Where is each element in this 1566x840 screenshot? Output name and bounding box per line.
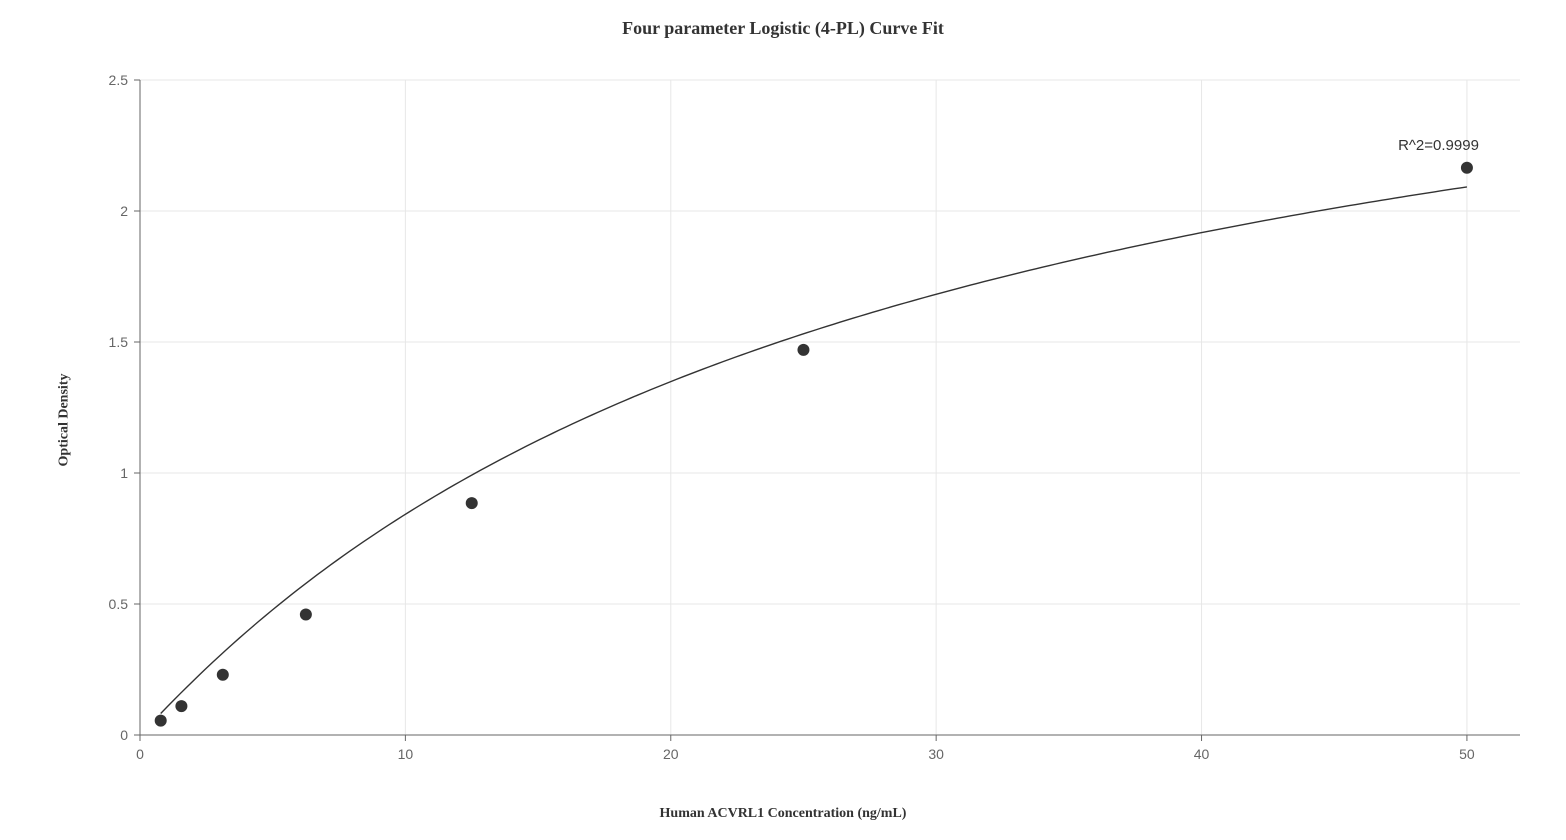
x-tick-label: 0 [136, 746, 144, 762]
chart-container: Four parameter Logistic (4-PL) Curve Fit… [0, 0, 1566, 840]
x-tick-label: 20 [663, 746, 679, 762]
data-point [300, 608, 312, 620]
data-point [1461, 162, 1473, 174]
fit-curve [161, 187, 1467, 714]
y-tick-label: 2.5 [109, 72, 129, 88]
y-tick-label: 0.5 [109, 596, 129, 612]
x-tick-label: 40 [1194, 746, 1210, 762]
y-tick-label: 1.5 [109, 334, 129, 350]
y-tick-label: 0 [120, 727, 128, 743]
y-tick-label: 1 [120, 465, 128, 481]
x-tick-label: 30 [928, 746, 944, 762]
data-point [155, 715, 167, 727]
x-tick-label: 10 [398, 746, 414, 762]
data-point [466, 497, 478, 509]
data-point [217, 669, 229, 681]
data-point [797, 344, 809, 356]
chart-svg: 0 10 20 30 40 50 0 0.5 1 1.5 2 2.5 R^2=0.9999 [0, 0, 1566, 840]
r-squared-annotation: R^2=0.9999 [1398, 137, 1479, 154]
x-tick-label: 50 [1459, 746, 1475, 762]
data-point [175, 700, 187, 712]
y-tick-label: 2 [120, 203, 128, 219]
